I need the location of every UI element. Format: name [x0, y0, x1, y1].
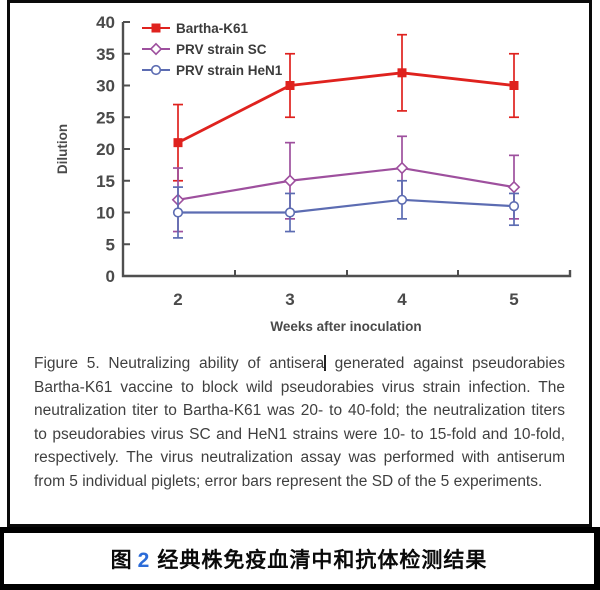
legend-label: PRV strain SC [176, 42, 267, 57]
diamond-marker-icon [149, 42, 163, 56]
y-tick-label: 40 [96, 13, 115, 32]
y-tick-label: 35 [96, 45, 115, 64]
figure-caption-cn[interactable]: 图 2 经典株免疫血清中和抗体检测结果 [111, 544, 488, 574]
legend-item-prv-strain-hen1: PRV strain HeN1 [142, 63, 283, 78]
figure-title-cn: 经典株免疫血清中和抗体检测结果 [157, 548, 488, 572]
figure-caption[interactable]: Figure 5. Neutralizing ability of antise… [34, 352, 565, 493]
y-axis-label: Dilution [55, 124, 70, 174]
x-tick-label: 5 [509, 290, 518, 309]
table-caption-row: 图 2 经典株免疫血清中和抗体检测结果 [0, 527, 600, 590]
square-marker-icon [151, 23, 161, 33]
chart-svg: 0 5 10 15 20 25 30 35 40 2 3 4 5 Weeks after inoculat… [55, 13, 572, 334]
y-tick-label: 0 [106, 267, 115, 286]
figure-number-cn: 2 [137, 548, 151, 572]
series-line [177, 71, 515, 144]
circle-marker-icon [172, 207, 184, 218]
figure-box[interactable]: 0 5 10 15 20 25 30 35 40 2 3 4 5 Weeks after inoculat… [7, 0, 592, 527]
chart: 0 5 10 15 20 25 30 35 40 2 3 4 5 Weeks after inoculat… [10, 3, 589, 348]
y-tick-label: 25 [96, 108, 115, 127]
caption-text-before: Figure 5. Neutralizing ability of antise… [34, 355, 325, 372]
y-tick-label: 30 [96, 77, 115, 96]
legend-label: Bartha-K61 [176, 21, 249, 36]
legend-item-prv-strain-sc: PRV strain SC [142, 42, 267, 57]
circle-marker-icon [284, 207, 296, 218]
series-line [178, 198, 515, 214]
circle-marker-icon [396, 194, 408, 205]
diamond-marker-icon [283, 174, 297, 188]
x-axis-label: Weeks after inoculation [270, 319, 421, 334]
x-tick-label: 2 [173, 290, 182, 309]
text-cursor [324, 355, 326, 371]
circle-marker-icon [150, 64, 162, 76]
legend-item-bartha-k61: Bartha-K61 [142, 21, 249, 36]
series-prv-strain-hen1 [172, 179, 520, 239]
diamond-marker-icon [395, 161, 409, 175]
y-tick-label: 15 [96, 172, 115, 191]
series-line [177, 166, 515, 201]
y-tick-label: 10 [96, 204, 115, 223]
y-tick-label: 5 [106, 235, 115, 254]
circle-marker-icon [508, 201, 520, 212]
legend-label: PRV strain HeN1 [176, 63, 283, 78]
square-marker-icon [285, 81, 295, 90]
x-tick-label: 3 [285, 290, 294, 309]
diamond-marker-icon [507, 180, 521, 194]
caption-text-after: generated against pseudorabies Bartha-K6… [34, 355, 566, 490]
x-tick-label: 4 [397, 290, 407, 309]
axes [121, 22, 572, 278]
square-marker-icon [509, 81, 519, 90]
square-marker-icon [397, 68, 407, 78]
y-tick-label: 20 [96, 140, 115, 159]
square-marker-icon [173, 138, 183, 148]
series-prv-strain-sc [171, 135, 521, 233]
series-bartha-k61 [173, 33, 519, 182]
figure-label-cn: 图 [110, 548, 133, 572]
